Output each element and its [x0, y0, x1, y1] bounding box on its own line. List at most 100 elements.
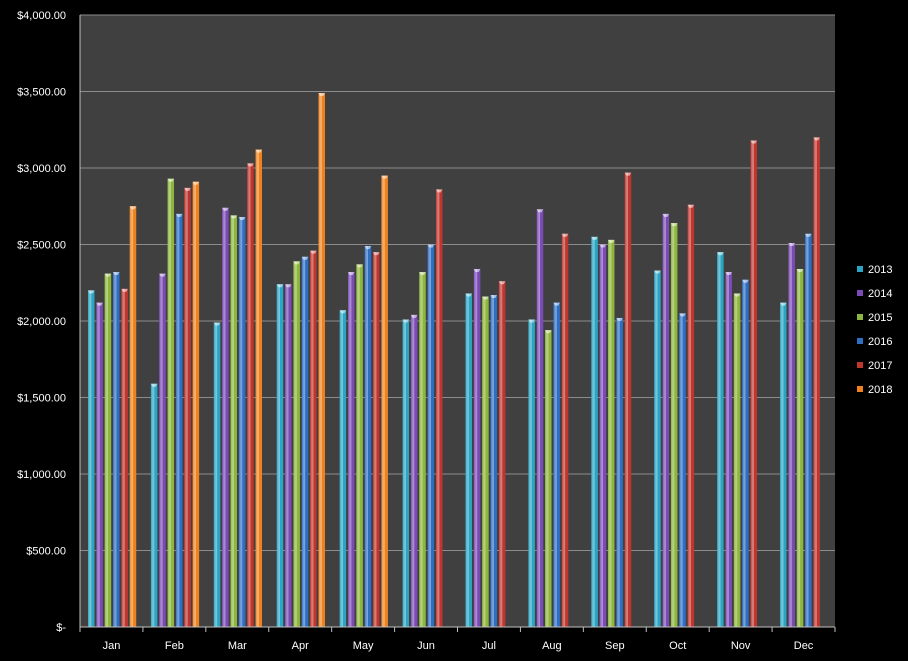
bar-2014-jul [473, 268, 481, 627]
bar-top [222, 207, 229, 211]
bar-2014-nov [725, 272, 732, 627]
y-tick-label: $2,000.00 [17, 316, 66, 328]
bar-highlight [238, 216, 246, 627]
bar-top [733, 293, 741, 297]
bar-2017-jul [498, 281, 506, 627]
bar-top [175, 213, 183, 217]
bar-highlight [780, 302, 787, 627]
bar-2015-mar [230, 215, 237, 627]
bar-2015-jul [482, 296, 489, 627]
bar-highlight [348, 272, 355, 627]
bar-highlight [662, 213, 669, 627]
bar-highlight [654, 270, 661, 627]
bar-2018-jan [129, 206, 137, 627]
bar-top [255, 149, 262, 153]
bar-highlight [96, 302, 103, 627]
bar-2016-oct [679, 313, 686, 627]
bar-2016-jun [427, 244, 435, 627]
bar-highlight [113, 272, 120, 627]
bar-highlight [255, 149, 262, 627]
bar-top [465, 293, 472, 297]
bar-2014-mar [222, 207, 229, 627]
bar-2017-jan [121, 288, 128, 627]
bar-2018-may [381, 175, 388, 627]
bar-highlight [184, 187, 191, 627]
bar-2015-may [356, 264, 363, 627]
y-tick-label: $- [56, 622, 66, 634]
bar-top [435, 189, 443, 193]
bar-top [654, 270, 661, 274]
x-tick-label: Feb [165, 640, 184, 652]
bar-2013-feb [150, 383, 158, 627]
bar-top [356, 264, 363, 268]
bar-highlight [473, 268, 481, 627]
bar-highlight [528, 319, 535, 627]
y-tick-label: $1,500.00 [17, 393, 66, 405]
legend: 2013 2014 2015 2016 2017 2018 [857, 264, 892, 396]
bar-highlight [608, 239, 615, 627]
bar-top [813, 137, 820, 141]
bar-top [796, 268, 804, 272]
bar-top [373, 252, 380, 256]
y-tick-label: $2,500.00 [17, 240, 66, 252]
bar-highlight [419, 272, 426, 627]
bar-2016-aug [553, 302, 560, 627]
legend-item-2018: 2018 [857, 384, 892, 396]
x-tick-label: Apr [292, 640, 309, 652]
y-tick-label: $3,000.00 [17, 163, 66, 175]
bar-2017-oct [687, 204, 695, 627]
bar-2017-dec [813, 137, 820, 627]
bar-highlight [553, 302, 560, 627]
bar-top [310, 250, 317, 254]
y-axis-tick-labels: $- $500.00 $1,000.00 $1,500.00 $2,000.00 $2,5… [17, 10, 66, 634]
bar-highlight [293, 261, 300, 627]
bar-highlight [301, 256, 309, 627]
bar-top [276, 284, 284, 288]
x-tick-label: Jan [103, 640, 121, 652]
x-tick-label: Mar [228, 640, 247, 652]
bar-highlight [410, 314, 418, 627]
bar-2016-may [364, 246, 372, 627]
bar-2013-jul [465, 293, 472, 627]
bar-highlight [616, 317, 623, 627]
x-tick-label: Nov [731, 640, 751, 652]
bar-2017-sep [624, 172, 632, 627]
bar-top [616, 317, 623, 321]
bar-2016-apr [301, 256, 309, 627]
bar-2013-jan [88, 290, 95, 627]
bar-2013-jun [402, 319, 409, 627]
bar-highlight [230, 215, 237, 627]
bar-2014-sep [599, 244, 607, 627]
bar-highlight [247, 163, 254, 627]
bar-highlight [561, 233, 569, 628]
bar-top [473, 268, 481, 272]
legend-label: 2014 [868, 288, 892, 300]
bar-highlight [402, 319, 409, 627]
bar-highlight [318, 93, 325, 627]
bar-2016-nov [742, 279, 749, 627]
bar-highlight [498, 281, 506, 627]
bar-highlight [465, 293, 472, 627]
legend-swatch [857, 290, 863, 296]
bar-2016-dec [805, 233, 812, 628]
bar-highlight [788, 242, 795, 627]
bar-top [348, 272, 355, 276]
bar-top [717, 252, 724, 256]
bar-2013-mar [213, 322, 221, 627]
legend-item-2013: 2013 [857, 264, 892, 276]
bar-top [301, 256, 309, 260]
bar-highlight [364, 246, 372, 627]
bar-top [536, 209, 544, 213]
bar-2013-oct [654, 270, 661, 627]
bar-highlight [427, 244, 435, 627]
bar-top [545, 330, 552, 334]
bar-2013-sep [591, 236, 598, 627]
legend-swatch [857, 386, 863, 392]
gridlines [80, 14, 835, 551]
bar-2014-apr [285, 284, 292, 627]
x-tick-label: Jun [417, 640, 435, 652]
bar-highlight [121, 288, 128, 627]
bar-2014-aug [536, 209, 544, 627]
bar-highlight [222, 207, 229, 627]
